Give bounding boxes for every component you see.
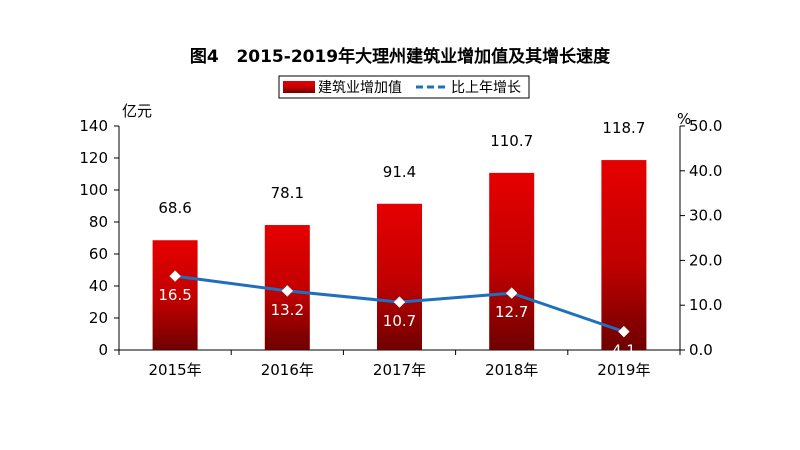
bar — [152, 240, 198, 350]
bar-value-label: 78.1 — [271, 184, 304, 202]
y-right-tick-label: 20.0 — [689, 251, 722, 269]
bar-value-label: 118.7 — [602, 119, 645, 137]
x-tick-label: 2018年 — [485, 361, 538, 379]
y-left-tick-label: 80 — [89, 213, 108, 231]
y-left-tick-label: 140 — [79, 117, 108, 135]
growth-point — [505, 287, 518, 299]
growth-value-label: 4.1 — [612, 342, 636, 360]
y-right-ticks: 0.0 10.0 20.0 30.0 40.0 50.0 — [680, 117, 722, 359]
y-left-tick-label: 20 — [89, 309, 108, 327]
chart-title: 图4 2015-2019年大理州建筑业增加值及其增长速度 — [190, 46, 611, 67]
growth-value-label: 16.5 — [158, 286, 191, 304]
growth-line: 16.5 13.2 10.7 12.7 4.1 — [158, 270, 636, 360]
bar-labels: 68.6 78.1 91.4 110.7 118.7 — [158, 119, 645, 217]
y-left-tick-label: 120 — [79, 149, 108, 167]
legend: 建筑业增加值 比上年增长 — [278, 75, 530, 99]
bar-value-label: 68.6 — [158, 199, 191, 217]
growth-point — [393, 296, 406, 308]
x-tick-label: 2016年 — [261, 361, 314, 379]
y-left-tick-label: 60 — [89, 245, 108, 263]
legend-label-line: 比上年增长 — [451, 80, 521, 96]
y-left-tick-label: 40 — [89, 277, 108, 295]
legend-swatch-bar — [283, 81, 315, 93]
x-tick-label: 2019年 — [597, 361, 650, 379]
growth-point — [281, 285, 294, 297]
bar-value-label: 110.7 — [490, 132, 533, 150]
bar — [601, 160, 647, 350]
y-left-tick-label: 100 — [79, 181, 108, 199]
x-tick-label: 2017年 — [373, 361, 426, 379]
y-left-tick-label: 0 — [98, 341, 108, 359]
growth-point — [169, 270, 181, 282]
x-tick-labels: 2015年 2016年 2017年 2018年 2019年 — [118, 350, 681, 379]
bar — [377, 203, 422, 350]
growth-value-label: 10.7 — [383, 312, 416, 330]
legend-frame — [278, 75, 530, 99]
y-left-unit: 亿元 — [122, 102, 152, 120]
y-right-tick-label: 10.0 — [689, 296, 722, 314]
bar — [489, 172, 535, 350]
y-right-tick-label: 0.0 — [689, 341, 713, 359]
x-tick-label: 2015年 — [149, 361, 202, 379]
y-right-unit: % — [677, 110, 691, 128]
growth-value-label: 12.7 — [495, 303, 528, 321]
y-left-ticks: 0 20 40 60 80 100 120 140 — [79, 117, 119, 359]
y-right-tick-label: 50.0 — [689, 117, 722, 135]
growth-point — [618, 325, 630, 338]
bar-value-label: 91.4 — [383, 163, 416, 181]
legend-label-bar: 建筑业增加值 — [318, 80, 402, 96]
y-right-tick-label: 40.0 — [689, 162, 722, 180]
growth-value-label: 13.2 — [271, 301, 304, 319]
y-right-tick-label: 30.0 — [689, 207, 722, 225]
